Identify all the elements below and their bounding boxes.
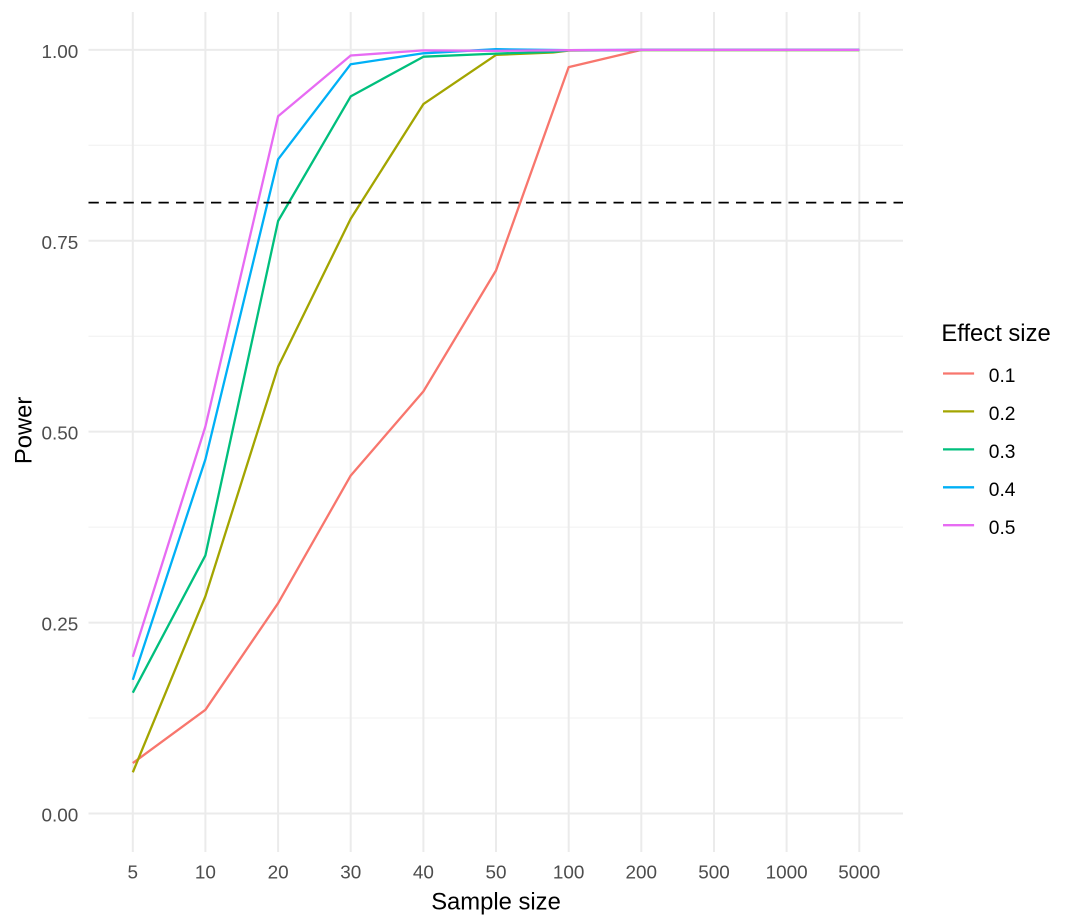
svg-text:500: 500 bbox=[698, 862, 730, 883]
svg-text:5000: 5000 bbox=[838, 862, 880, 883]
svg-text:Sample size: Sample size bbox=[431, 889, 561, 916]
svg-text:Effect size: Effect size bbox=[941, 320, 1050, 347]
svg-text:40: 40 bbox=[413, 862, 434, 883]
svg-text:0.75: 0.75 bbox=[42, 233, 79, 254]
svg-text:1000: 1000 bbox=[766, 862, 808, 883]
svg-text:1.00: 1.00 bbox=[42, 42, 79, 63]
svg-text:200: 200 bbox=[626, 862, 658, 883]
svg-text:0.00: 0.00 bbox=[42, 806, 79, 827]
svg-text:0.50: 0.50 bbox=[42, 424, 79, 445]
svg-text:0.4: 0.4 bbox=[989, 480, 1016, 501]
svg-text:50: 50 bbox=[485, 862, 506, 883]
svg-text:0.5: 0.5 bbox=[989, 518, 1016, 539]
svg-text:20: 20 bbox=[268, 862, 289, 883]
svg-text:10: 10 bbox=[195, 862, 216, 883]
svg-text:5: 5 bbox=[128, 862, 139, 883]
svg-text:100: 100 bbox=[553, 862, 585, 883]
svg-text:0.1: 0.1 bbox=[989, 366, 1016, 387]
svg-text:Power: Power bbox=[11, 397, 38, 465]
svg-text:0.3: 0.3 bbox=[989, 442, 1016, 463]
svg-text:30: 30 bbox=[340, 862, 361, 883]
svg-text:0.2: 0.2 bbox=[989, 404, 1016, 425]
svg-text:0.25: 0.25 bbox=[42, 615, 79, 636]
